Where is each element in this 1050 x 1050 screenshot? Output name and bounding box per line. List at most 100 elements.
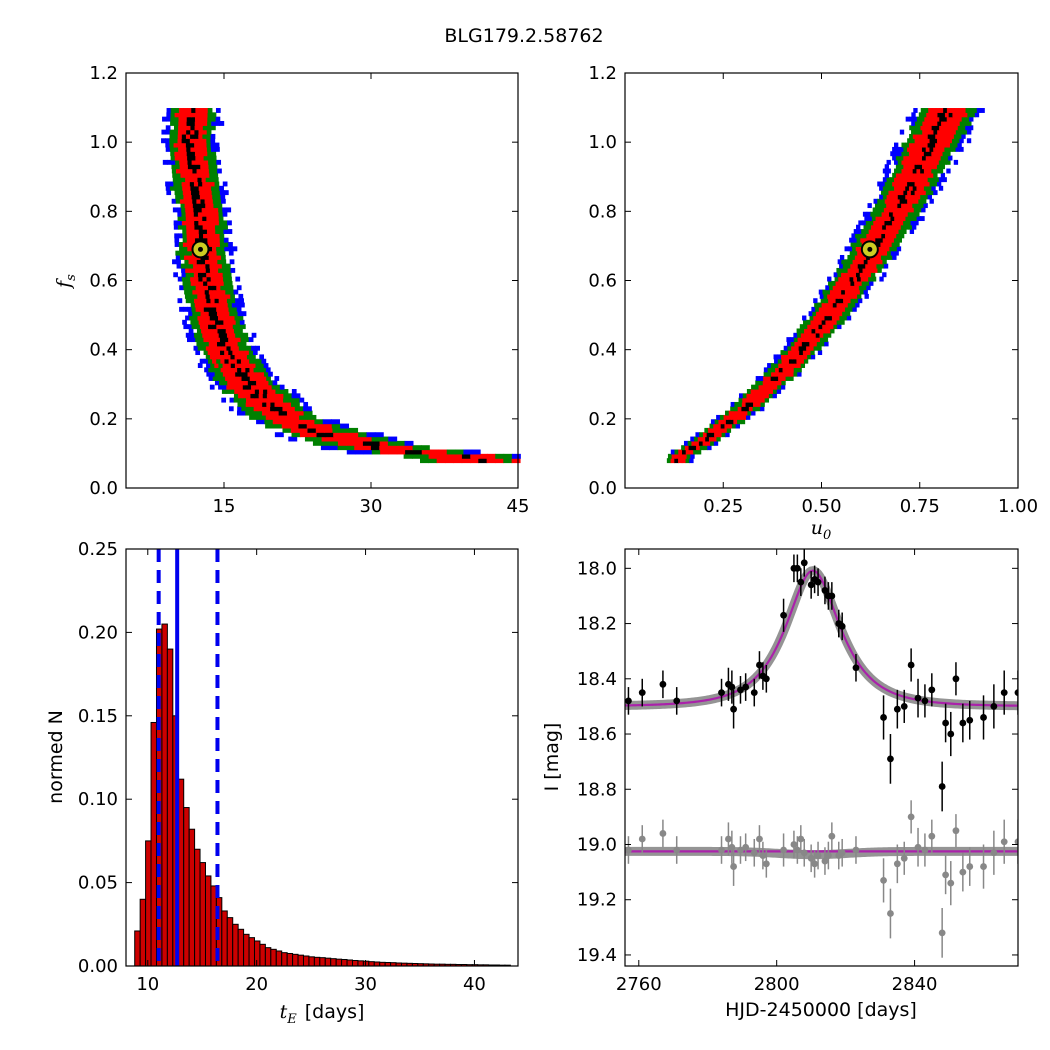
p1-density-cell — [299, 397, 305, 403]
p2-density-cell — [905, 116, 910, 122]
p2-density-cell — [708, 427, 713, 433]
p2-density-cell — [702, 440, 707, 446]
p1-density-cell — [266, 397, 272, 403]
p1-density-cell — [186, 146, 192, 152]
p2-density-cell — [935, 151, 940, 157]
p2-density-cell — [965, 108, 970, 113]
p1-density-cell — [206, 138, 212, 144]
p1-density-cell — [201, 203, 206, 209]
p1-density-cell — [222, 345, 228, 351]
p1-density-cell — [174, 151, 180, 157]
p2-density-cell — [867, 237, 873, 243]
p1-density-cell — [388, 436, 398, 442]
p2-density-cell — [710, 419, 716, 425]
p1-density-cell — [345, 445, 355, 451]
p1-density-cell — [174, 237, 180, 243]
p4-model-line — [625, 569, 1018, 707]
p2-density-cell — [953, 142, 959, 148]
p1-density-cell — [229, 341, 235, 347]
p3-hist-bar — [166, 648, 174, 967]
p2-density-cell — [868, 229, 873, 234]
p2-ytick-label: 1.0 — [588, 132, 617, 153]
p2-density-cell — [939, 125, 944, 131]
p2-density-cell — [893, 224, 898, 230]
p1-density-cell — [189, 293, 194, 299]
p2-density-cell — [920, 194, 925, 200]
p1-density-cell — [206, 211, 211, 217]
p1-density-cell — [256, 419, 266, 425]
p4-data-point — [880, 714, 887, 721]
p2-density-cell — [757, 393, 762, 399]
p1-density-cell — [192, 311, 197, 317]
p2-density-cell — [908, 203, 913, 209]
p1-density-cell — [241, 397, 247, 403]
p1-density-cell — [195, 108, 201, 113]
p1-density-cell — [204, 367, 209, 373]
p2-density-cell — [746, 393, 751, 399]
p2-density-cell — [929, 155, 934, 161]
p2-density-cell — [903, 181, 908, 187]
p2-density-cell — [862, 233, 867, 239]
p2-density-cell — [933, 112, 939, 118]
p2-density-cell — [710, 440, 715, 446]
p1-density-cell — [358, 432, 368, 438]
p1-density-cell — [278, 410, 288, 416]
p1-density-cell — [185, 142, 191, 148]
p1-density-cell — [413, 449, 423, 455]
p1-density-cell — [171, 168, 177, 174]
p2-density-cell — [954, 108, 959, 113]
p1-density-cell — [193, 345, 199, 351]
p1-density-cell — [210, 319, 216, 325]
p1-density-cell — [190, 146, 196, 152]
p2-density-cell — [874, 203, 880, 209]
p1-density-cell — [248, 337, 254, 343]
p1-density-cell — [226, 332, 232, 338]
p1-density-cell — [197, 211, 203, 217]
p1-density-cell — [183, 306, 188, 312]
p1-density-cell — [173, 146, 179, 152]
p1-density-cell — [228, 246, 234, 252]
p2-density-cell — [882, 185, 888, 191]
p2-density-cell — [895, 164, 901, 170]
p2-density-cell — [924, 133, 929, 139]
p3-hist-bar — [243, 933, 250, 967]
p1-density-cell — [206, 142, 212, 148]
p2-density-cell — [842, 263, 848, 269]
p2-xtick-label: 0.75 — [900, 496, 940, 517]
p2-density-cells — [666, 108, 985, 464]
p1-density-cell — [240, 350, 246, 356]
p4-data-point — [1000, 689, 1008, 697]
p2-density-cell — [876, 229, 881, 234]
p1-density-cell — [222, 332, 228, 338]
p1-density-cell — [181, 211, 187, 217]
p2-density-cell — [777, 380, 782, 386]
p3-hist-bar — [264, 947, 272, 967]
p1-density-cell — [261, 367, 267, 373]
p2-density-cell — [914, 129, 920, 135]
p2-density-cell — [822, 306, 827, 312]
p2-density-cell — [879, 216, 884, 222]
p1-density-cell — [231, 298, 236, 304]
p1-density-cell — [205, 293, 211, 299]
p4-ytick-label: 18.8 — [577, 779, 617, 800]
p2-density-cell — [881, 246, 887, 252]
p3-hist-bar — [313, 956, 321, 967]
p2-density-cell — [830, 328, 835, 334]
p4-data-point — [838, 622, 846, 630]
p2-density-cell — [797, 337, 802, 343]
p1-density-cell — [206, 319, 212, 325]
p1-density-cell — [233, 393, 239, 399]
p1-density-cell — [224, 306, 230, 312]
p1-density-cell — [195, 306, 201, 312]
p1-density-cell — [469, 458, 479, 464]
p2-density-cell — [923, 159, 929, 165]
p1-density-cell — [184, 168, 189, 174]
p1-density-cell — [203, 324, 209, 330]
p1-density-cell — [223, 319, 229, 325]
p2-density-cell — [907, 155, 912, 161]
p1-density-cell — [182, 233, 188, 239]
p2-density-cell — [905, 194, 910, 200]
p1-density-cell — [215, 120, 221, 126]
p1-density-cell — [202, 211, 207, 217]
p1-density-cell — [188, 328, 194, 334]
